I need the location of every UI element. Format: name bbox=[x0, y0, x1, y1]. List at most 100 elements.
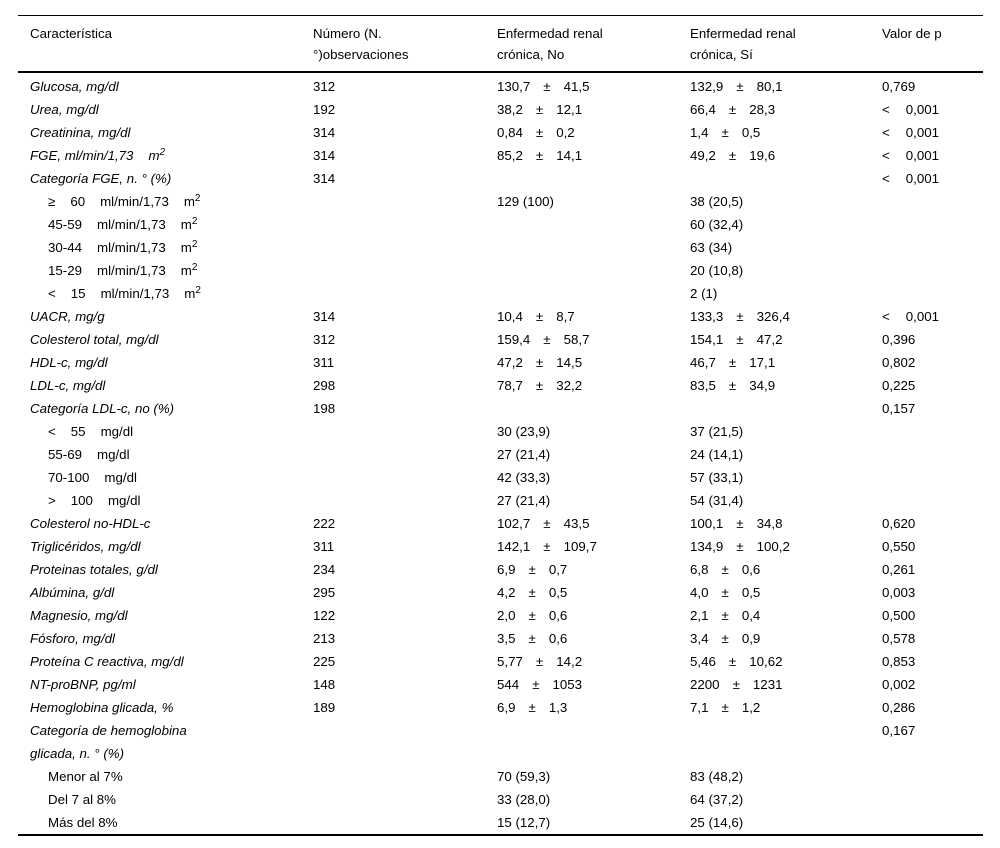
table-row: 15-29 ml/min/1,73 m2 20 (10,8) bbox=[18, 259, 983, 282]
row-label-cell: Magnesio, mg/dl bbox=[18, 604, 313, 627]
mean-value: 46,7 bbox=[690, 355, 716, 370]
p-value-cell: 0,769 bbox=[882, 79, 916, 94]
label-segment: NT-proBNP, pg/ml bbox=[30, 677, 136, 692]
table-row: Proteinas totales, g/dl 234 6,9 ±0,7 6,8 ±0,6… bbox=[18, 558, 983, 581]
mean-value: 2,1 bbox=[690, 608, 709, 623]
n-observations-cell: 314 bbox=[313, 148, 336, 163]
header-row: Característica Número (N. °)observaciones… bbox=[18, 15, 983, 73]
plus-minus-symbol: ± bbox=[528, 700, 536, 715]
superscript: 2 bbox=[159, 147, 166, 158]
row-label-cell: Proteinas totales, g/dl bbox=[18, 558, 313, 581]
erc-no-cell: 4,2 ±0,5 bbox=[497, 581, 690, 604]
p-value-cell bbox=[882, 420, 983, 443]
label-segment: < bbox=[48, 424, 56, 439]
label-segment: Glucosa, mg/dl bbox=[30, 79, 119, 94]
mean-value: 66,4 bbox=[690, 102, 716, 117]
table-row: Urea, mg/dl 192 38,2 ±12,1 66,4 ±28,3 <0,001 bbox=[18, 98, 983, 121]
mean-value: 1,4 bbox=[690, 125, 709, 140]
erc-no-cell: 38,2 ±12,1 bbox=[497, 98, 690, 121]
p-value-cell bbox=[882, 466, 983, 489]
erc-si-cell: 66,4 ±28,3 bbox=[690, 98, 882, 121]
p-value: 0,001 bbox=[905, 125, 940, 140]
clinical-characteristics-table-wrap: Característica Número (N. °)observaciones… bbox=[18, 15, 983, 836]
row-label-cell: Creatinina, mg/dl bbox=[18, 121, 313, 144]
erc-si-cell: 83,5 ±34,9 bbox=[690, 374, 882, 397]
label-segment: < bbox=[48, 286, 56, 301]
table-row: Magnesio, mg/dl 122 2,0 ±0,6 2,1 ±0,4 0,500 bbox=[18, 604, 983, 627]
n-observations-cell: 312 bbox=[313, 332, 336, 347]
p-value-cell: 0,620 bbox=[882, 516, 916, 531]
table-row: <55 mg/dl 30 (23,9) 37 (21,5) bbox=[18, 420, 983, 443]
label-segment: m2 bbox=[148, 147, 166, 164]
p-value: 0,001 bbox=[905, 309, 940, 324]
p-value-cell bbox=[882, 259, 983, 282]
n-observations-cell bbox=[313, 443, 497, 466]
mean-value: 47,2 bbox=[497, 355, 523, 370]
table-row: Creatinina, mg/dl 314 0,84 ±0,2 1,4 ±0,5 <0,00… bbox=[18, 121, 983, 144]
plus-minus-symbol: ± bbox=[535, 102, 544, 117]
sd-value: 80,1 bbox=[756, 79, 783, 94]
sd-value: 0,6 bbox=[741, 562, 761, 577]
label-segment: Triglicéridos, mg/dl bbox=[30, 539, 141, 554]
n-observations-cell: 312 bbox=[313, 79, 336, 94]
n-observations-cell bbox=[313, 420, 497, 443]
row-label-cell: Proteína C reactiva, mg/dl bbox=[18, 650, 313, 673]
row-label-cell: Menor al 7% bbox=[18, 765, 313, 788]
erc-no-cell bbox=[497, 397, 690, 420]
mean-value: 2,0 bbox=[497, 608, 516, 623]
mean-value: 6,9 bbox=[497, 562, 516, 577]
less-than-symbol: < bbox=[882, 309, 890, 324]
plus-minus-symbol: ± bbox=[528, 608, 536, 623]
mean-value: 133,3 bbox=[690, 309, 724, 324]
label-segment: Colesterol no-HDL-c bbox=[30, 516, 151, 531]
p-value-cell: 0,167 bbox=[882, 723, 916, 738]
erc-no-cell: 47,2 ±14,5 bbox=[497, 351, 690, 374]
n-observations-cell bbox=[313, 282, 497, 305]
label-segment: FGE, ml/min/1,73 bbox=[30, 148, 134, 163]
erc-si-cell: 2 (1) bbox=[690, 286, 718, 301]
label-segment: ml/min/1,73 bbox=[97, 217, 166, 232]
erc-si-cell: 64 (37,2) bbox=[690, 792, 744, 807]
label-segment: ml/min/1,73 bbox=[97, 263, 166, 278]
sd-value: 326,4 bbox=[756, 309, 790, 324]
superscript: 2 bbox=[194, 193, 201, 204]
column-header-erc-si: Enfermedad renal crónica, Sí bbox=[690, 15, 882, 73]
plus-minus-symbol: ± bbox=[535, 148, 544, 163]
p-value-cell bbox=[882, 190, 983, 213]
label-segment: ml/min/1,73 bbox=[100, 194, 169, 209]
erc-si-cell: 4,0 ±0,5 bbox=[690, 581, 882, 604]
mean-value: 85,2 bbox=[497, 148, 523, 163]
label-segment: m2 bbox=[180, 239, 198, 256]
erc-si-cell bbox=[690, 719, 882, 765]
p-value-cell bbox=[882, 788, 983, 811]
plus-minus-symbol: ± bbox=[736, 539, 744, 554]
mean-value: 6,8 bbox=[690, 562, 709, 577]
plus-minus-symbol: ± bbox=[736, 309, 744, 324]
p-value-cell: 0,500 bbox=[882, 608, 916, 623]
table-row: Albúmina, g/dl 295 4,2 ±0,5 4,0 ±0,5 0,003 bbox=[18, 581, 983, 604]
plus-minus-symbol: ± bbox=[543, 79, 551, 94]
erc-si-cell: 5,46 ±10,62 bbox=[690, 650, 882, 673]
sd-value: 58,7 bbox=[563, 332, 590, 347]
erc-no-cell: 33 (28,0) bbox=[497, 792, 551, 807]
row-label-cell: Colesterol no-HDL-c bbox=[18, 512, 313, 535]
sd-value: 19,6 bbox=[749, 148, 776, 163]
table-row: >100 mg/dl 27 (21,4) 54 (31,4) bbox=[18, 489, 983, 512]
erc-no-cell bbox=[497, 236, 690, 259]
plus-minus-symbol: ± bbox=[721, 585, 729, 600]
erc-si-cell: 83 (48,2) bbox=[690, 769, 744, 784]
sd-value: 100,2 bbox=[756, 539, 790, 554]
label-segment: Proteína C reactiva, mg/dl bbox=[30, 654, 184, 669]
n-observations-cell bbox=[313, 236, 497, 259]
label-segment: 55-69 bbox=[48, 447, 83, 462]
sd-value: 109,7 bbox=[563, 539, 597, 554]
mean-value: 4,2 bbox=[497, 585, 516, 600]
p-value-cell: <0,001 bbox=[882, 144, 983, 167]
mean-value: 10,4 bbox=[497, 309, 523, 324]
row-label-cell: 45-59 ml/min/1,73 m2 bbox=[18, 213, 313, 236]
erc-no-cell: 42 (33,3) bbox=[497, 470, 551, 485]
table-row: Más del 8% 15 (12,7) 25 (14,6) bbox=[18, 811, 983, 835]
mean-value: 5,77 bbox=[497, 654, 523, 669]
sd-value: 0,4 bbox=[741, 608, 761, 623]
erc-si-cell: 2,1 ±0,4 bbox=[690, 604, 882, 627]
